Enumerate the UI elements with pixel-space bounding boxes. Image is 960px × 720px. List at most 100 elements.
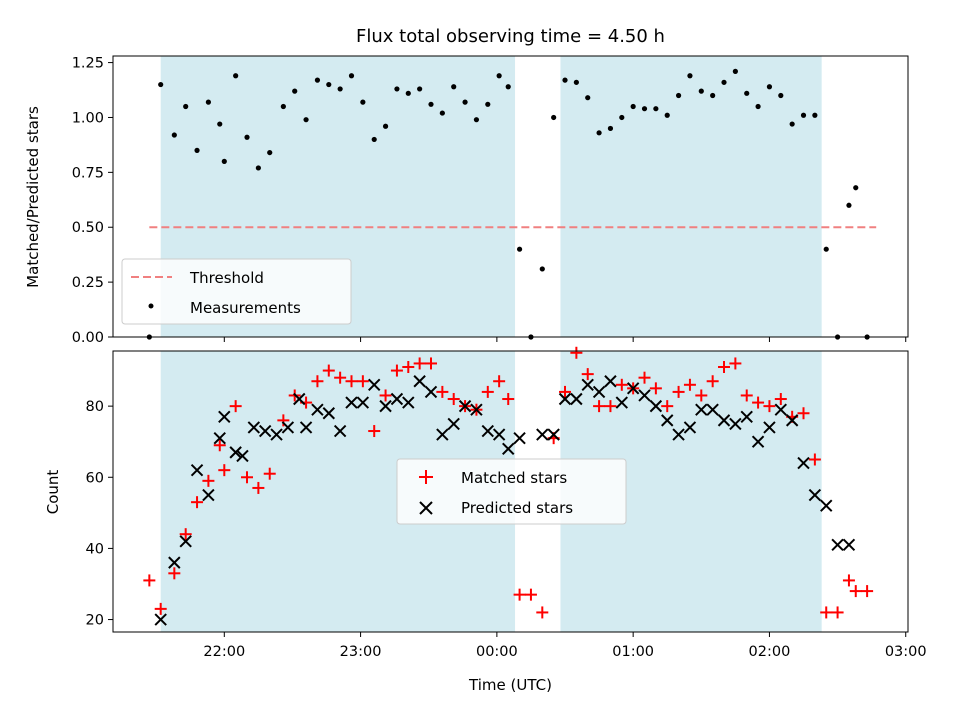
matched-star-point (447, 393, 460, 406)
matched-star-point (241, 471, 254, 484)
predicted-star-point (311, 403, 324, 416)
measurement-point (710, 92, 716, 99)
measurement-point (562, 77, 568, 83)
predicted-star-point (258, 424, 272, 438)
measurement-point (812, 112, 818, 118)
measurement-point (732, 68, 738, 74)
x-tick-label: 03:00 (885, 644, 927, 660)
predicted-star-point (604, 375, 617, 388)
matched-star-point (379, 389, 392, 402)
matched-star-point (849, 585, 862, 598)
predicted-star-point (797, 456, 810, 470)
predicted-star-point (492, 428, 506, 441)
matched-star-point (436, 385, 449, 398)
matched-star-point (763, 400, 776, 413)
top-legend: Threshold Measurements (121, 258, 352, 325)
matched-star-point (581, 368, 594, 381)
measurement-point (853, 185, 859, 191)
predicted-star-point (356, 396, 370, 409)
measurement-point (280, 103, 286, 110)
y-tick-label: 0.75 (72, 165, 104, 181)
matched-star-point (179, 528, 192, 541)
predicted-star-point (717, 414, 731, 427)
y-tick-label: 1.00 (72, 110, 104, 126)
bottom-legend-box (396, 458, 627, 525)
measurement-point (698, 88, 704, 94)
predicted-star-point (592, 385, 606, 399)
bottom-y-axis-label: Count (44, 470, 62, 515)
matched-star-point (168, 567, 181, 580)
x-axis-label: Time (UTC) (468, 676, 552, 694)
matched-star-point (683, 378, 696, 391)
chart-title: Flux total observing time = 4.50 h (356, 26, 665, 47)
measurement-point (405, 90, 411, 96)
matched-star-point (493, 375, 506, 388)
matched-star-point (536, 606, 549, 619)
measurement-point (267, 149, 273, 156)
predicted-star-point (763, 421, 776, 434)
measurement-point (337, 86, 343, 92)
matched-star-point (368, 425, 381, 438)
predicted-star-point (168, 556, 181, 569)
x-tick-label: 23:00 (340, 644, 382, 660)
measurement-point (451, 84, 457, 90)
matched-star-point (263, 467, 276, 480)
measurement-point (607, 125, 614, 132)
measurement-point (360, 99, 366, 105)
y-tick-label: 60 (86, 470, 104, 486)
predicted-star-point (638, 389, 651, 402)
measurement-point (485, 101, 491, 107)
observing-window-shade (560, 56, 822, 337)
matched-legend-label: Matched stars (461, 469, 567, 487)
matched-star-point (831, 606, 844, 619)
matched-star-point (502, 393, 515, 406)
matched-star-point (202, 474, 215, 487)
measurement-point (823, 246, 829, 252)
bottom-legend: Matched stars Predicted stars (396, 458, 627, 525)
matched-star-point (322, 364, 335, 377)
predicted-star-point (661, 414, 674, 427)
predicted-star-point (229, 446, 242, 459)
predicted-star-point (470, 403, 483, 416)
predicted-star-point (581, 378, 594, 391)
predicted-star-point (502, 442, 515, 456)
measurement-point (194, 147, 200, 153)
measurement-point (428, 101, 434, 107)
measurement-point (800, 112, 807, 118)
measurement-point (755, 103, 761, 110)
measurement-point (244, 134, 250, 140)
predicted-star-point (672, 428, 685, 441)
measurement-point (292, 88, 298, 94)
predicted-star-point (820, 499, 833, 512)
matched-star-point (559, 385, 572, 398)
predicted-star-point (247, 421, 261, 434)
measurement-point (382, 123, 389, 129)
measurement-point (303, 117, 309, 123)
predicted-star-point (729, 417, 742, 431)
measurement-point (439, 110, 445, 116)
matched-star-point (413, 357, 426, 370)
predicted-star-point (179, 535, 192, 548)
predicted-star-point (570, 392, 583, 406)
matched-star-point (570, 346, 583, 359)
predicted-star-point (615, 396, 629, 409)
measurement-point (687, 73, 693, 79)
matched-star-point (672, 385, 685, 398)
measurement-point (539, 266, 545, 272)
measurement-point (778, 92, 784, 99)
matched-star-point (774, 393, 787, 406)
predicted-star-point (270, 428, 283, 441)
predicted-star-point (481, 424, 494, 438)
measurement-point (233, 73, 239, 79)
predicted-star-point (333, 424, 347, 438)
predicted-star-point (236, 449, 249, 463)
measurement-point (205, 99, 211, 105)
matched-star-point (390, 364, 403, 377)
y-tick-label: 80 (86, 399, 104, 415)
measurement-point (766, 84, 773, 90)
measurement-point (326, 81, 332, 88)
measurement-point (630, 103, 636, 110)
y-tick-label: 0.00 (72, 330, 104, 346)
top-y-axis-label: Matched/Predicted stars (24, 106, 42, 288)
